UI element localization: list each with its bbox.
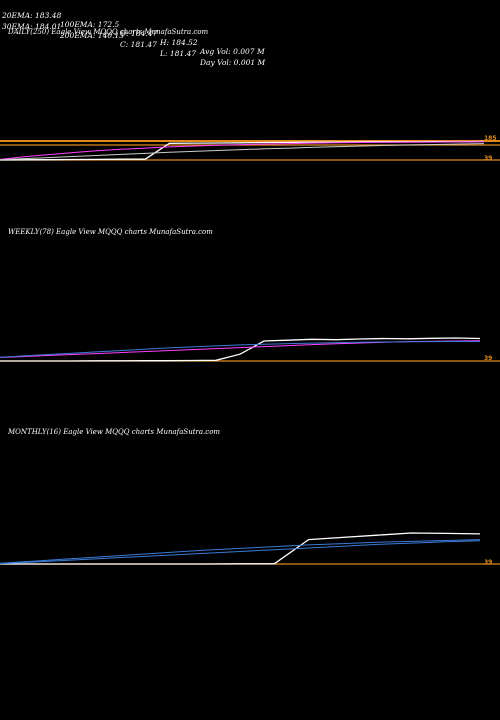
series-line-0 (0, 532, 481, 565)
header-row-1: 20EMA: 183.48 100EMA: 172.5 O: 184.47 H:… (2, 2, 265, 56)
series-line-2 (0, 341, 480, 358)
open-value: O: 184.47 (120, 29, 158, 38)
day-vol-value: Day Vol: 0.001 M (200, 58, 266, 67)
ema200-value: 200EMA: 140.13 (60, 31, 125, 40)
series-line-1 (0, 540, 481, 565)
series-line-0 (0, 337, 481, 362)
weekly-panel-title: WEEKLY(78) Eagle View MQQQ charts Munafa… (8, 228, 213, 236)
axis-tick-label: 39 (484, 155, 492, 162)
high-value: H: 184.52 (160, 38, 198, 47)
series-line-1 (0, 141, 485, 160)
daily-panel-title: DAILY(250) Eagle View MQQQ charts Munafa… (8, 28, 209, 36)
ema100-value: 100EMA: 172.5 (60, 20, 120, 29)
axis-tick-label: 39 (484, 559, 492, 566)
avg-vol-value: Avg Vol: 0.007 M (200, 47, 265, 56)
ema30-value: 30EMA: 184.01 (2, 22, 62, 31)
series-line-2 (0, 143, 485, 161)
low-value: L: 181.47 (160, 49, 197, 58)
axis-tick-label: 185 (484, 135, 497, 142)
series-line-2 (0, 539, 481, 564)
axis-tick-label: 39 (484, 355, 492, 362)
header-row-2: 30EMA: 184.01 200EMA: 140.13 C: 181.47 L… (2, 13, 265, 67)
ema20-value: 20EMA: 183.48 (2, 11, 62, 20)
series-line-1 (0, 340, 481, 358)
monthly-panel-title: MONTHLY(16) Eagle View MQQQ charts Munaf… (8, 428, 221, 436)
close-value: C: 181.47 (120, 40, 157, 49)
